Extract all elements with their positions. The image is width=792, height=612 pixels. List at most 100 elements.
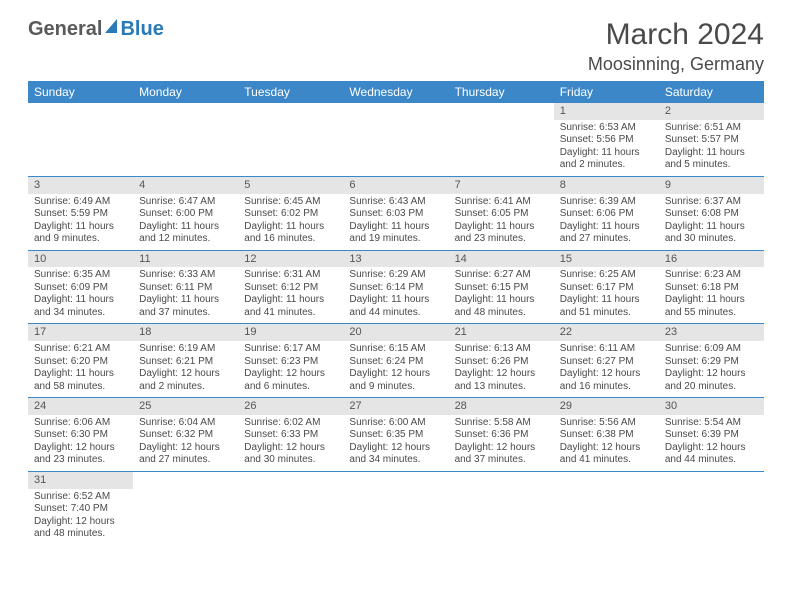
day-header: Thursday <box>449 81 554 103</box>
sunset-text: Sunset: 6:03 PM <box>349 208 442 221</box>
day-number-cell: 2 <box>659 103 764 120</box>
daylight-text-2: and 19 minutes. <box>349 233 442 246</box>
daylight-text-2: and 44 minutes. <box>349 307 442 320</box>
daylight-text-2: and 27 minutes. <box>560 233 653 246</box>
day-number-cell: 10 <box>28 250 133 267</box>
sunrise-text: Sunrise: 6:49 AM <box>34 196 127 209</box>
daylight-text-1: Daylight: 12 hours <box>560 442 653 455</box>
sunrise-text: Sunrise: 6:11 AM <box>560 343 653 356</box>
daylight-text-2: and 48 minutes. <box>34 528 127 541</box>
day-number-cell: 18 <box>133 324 238 341</box>
daylight-text-2: and 23 minutes. <box>455 233 548 246</box>
week-daynum-row: 10111213141516 <box>28 250 764 267</box>
day-header: Saturday <box>659 81 764 103</box>
sunset-text: Sunset: 6:11 PM <box>139 282 232 295</box>
day-number-cell: 3 <box>28 176 133 193</box>
day-info-cell: Sunrise: 6:33 AMSunset: 6:11 PMDaylight:… <box>133 267 238 324</box>
sunrise-text: Sunrise: 6:51 AM <box>665 122 758 135</box>
daylight-text-1: Daylight: 11 hours <box>560 294 653 307</box>
day-info-cell: Sunrise: 5:54 AMSunset: 6:39 PMDaylight:… <box>659 415 764 472</box>
title-block: March 2024 Moosinning, Germany <box>588 18 764 75</box>
day-info-cell: Sunrise: 6:53 AMSunset: 5:56 PMDaylight:… <box>554 120 659 177</box>
page-header: General Blue March 2024 Moosinning, Germ… <box>28 18 764 75</box>
sunset-text: Sunset: 6:27 PM <box>560 356 653 369</box>
sunset-text: Sunset: 5:59 PM <box>34 208 127 221</box>
sunset-text: Sunset: 6:14 PM <box>349 282 442 295</box>
sunrise-text: Sunrise: 6:45 AM <box>244 196 337 209</box>
calendar-table: Sunday Monday Tuesday Wednesday Thursday… <box>28 81 764 545</box>
title-location: Moosinning, Germany <box>588 54 764 75</box>
sunrise-text: Sunrise: 6:25 AM <box>560 269 653 282</box>
day-number-cell <box>343 103 448 120</box>
day-info-cell <box>449 489 554 545</box>
daylight-text-1: Daylight: 11 hours <box>665 294 758 307</box>
daylight-text-2: and 37 minutes. <box>455 454 548 467</box>
daylight-text-2: and 44 minutes. <box>665 454 758 467</box>
day-info-cell: Sunrise: 6:47 AMSunset: 6:00 PMDaylight:… <box>133 194 238 251</box>
sunset-text: Sunset: 6:29 PM <box>665 356 758 369</box>
day-info-cell: Sunrise: 6:06 AMSunset: 6:30 PMDaylight:… <box>28 415 133 472</box>
sunrise-text: Sunrise: 6:43 AM <box>349 196 442 209</box>
day-info-cell: Sunrise: 6:37 AMSunset: 6:08 PMDaylight:… <box>659 194 764 251</box>
logo: General Blue <box>28 18 164 41</box>
sunrise-text: Sunrise: 6:00 AM <box>349 417 442 430</box>
day-info-cell: Sunrise: 6:00 AMSunset: 6:35 PMDaylight:… <box>343 415 448 472</box>
day-number-cell: 9 <box>659 176 764 193</box>
daylight-text-2: and 20 minutes. <box>665 381 758 394</box>
daylight-text-2: and 34 minutes. <box>34 307 127 320</box>
day-info-cell: Sunrise: 6:15 AMSunset: 6:24 PMDaylight:… <box>343 341 448 398</box>
daylight-text-1: Daylight: 12 hours <box>139 442 232 455</box>
sunrise-text: Sunrise: 6:13 AM <box>455 343 548 356</box>
sunset-text: Sunset: 6:05 PM <box>455 208 548 221</box>
week-daynum-row: 17181920212223 <box>28 324 764 341</box>
daylight-text-2: and 55 minutes. <box>665 307 758 320</box>
sunrise-text: Sunrise: 6:31 AM <box>244 269 337 282</box>
week-daynum-row: 24252627282930 <box>28 398 764 415</box>
sunrise-text: Sunrise: 6:52 AM <box>34 491 127 504</box>
day-info-cell: Sunrise: 6:04 AMSunset: 6:32 PMDaylight:… <box>133 415 238 472</box>
daylight-text-1: Daylight: 11 hours <box>455 294 548 307</box>
day-number-cell: 8 <box>554 176 659 193</box>
sunrise-text: Sunrise: 6:23 AM <box>665 269 758 282</box>
day-info-cell: Sunrise: 6:27 AMSunset: 6:15 PMDaylight:… <box>449 267 554 324</box>
sunrise-text: Sunrise: 6:21 AM <box>34 343 127 356</box>
daylight-text-2: and 58 minutes. <box>34 381 127 394</box>
week-daynum-row: 31 <box>28 471 764 488</box>
week-daynum-row: 12 <box>28 103 764 120</box>
week-info-row: Sunrise: 6:21 AMSunset: 6:20 PMDaylight:… <box>28 341 764 398</box>
daylight-text-2: and 41 minutes. <box>244 307 337 320</box>
day-info-cell: Sunrise: 6:45 AMSunset: 6:02 PMDaylight:… <box>238 194 343 251</box>
sunrise-text: Sunrise: 6:37 AM <box>665 196 758 209</box>
daylight-text-2: and 16 minutes. <box>244 233 337 246</box>
day-number-cell: 31 <box>28 471 133 488</box>
day-info-cell <box>554 489 659 545</box>
day-number-cell: 28 <box>449 398 554 415</box>
daylight-text-1: Daylight: 12 hours <box>665 368 758 381</box>
day-number-cell: 23 <box>659 324 764 341</box>
daylight-text-1: Daylight: 12 hours <box>34 442 127 455</box>
day-number-cell: 20 <box>343 324 448 341</box>
daylight-text-1: Daylight: 12 hours <box>244 368 337 381</box>
week-info-row: Sunrise: 6:35 AMSunset: 6:09 PMDaylight:… <box>28 267 764 324</box>
day-header-row: Sunday Monday Tuesday Wednesday Thursday… <box>28 81 764 103</box>
day-info-cell <box>133 489 238 545</box>
sunset-text: Sunset: 6:32 PM <box>139 429 232 442</box>
day-info-cell <box>238 120 343 177</box>
sunset-text: Sunset: 6:15 PM <box>455 282 548 295</box>
day-info-cell: Sunrise: 6:11 AMSunset: 6:27 PMDaylight:… <box>554 341 659 398</box>
sunset-text: Sunset: 6:39 PM <box>665 429 758 442</box>
sunrise-text: Sunrise: 6:06 AM <box>34 417 127 430</box>
sunrise-text: Sunrise: 6:47 AM <box>139 196 232 209</box>
sunrise-text: Sunrise: 6:41 AM <box>455 196 548 209</box>
daylight-text-1: Daylight: 11 hours <box>560 147 653 160</box>
sunrise-text: Sunrise: 5:54 AM <box>665 417 758 430</box>
day-info-cell: Sunrise: 6:02 AMSunset: 6:33 PMDaylight:… <box>238 415 343 472</box>
sunrise-text: Sunrise: 6:27 AM <box>455 269 548 282</box>
day-number-cell <box>238 471 343 488</box>
day-number-cell: 1 <box>554 103 659 120</box>
day-header: Sunday <box>28 81 133 103</box>
day-info-cell: Sunrise: 6:35 AMSunset: 6:09 PMDaylight:… <box>28 267 133 324</box>
week-info-row: Sunrise: 6:49 AMSunset: 5:59 PMDaylight:… <box>28 194 764 251</box>
day-number-cell: 17 <box>28 324 133 341</box>
day-number-cell: 5 <box>238 176 343 193</box>
